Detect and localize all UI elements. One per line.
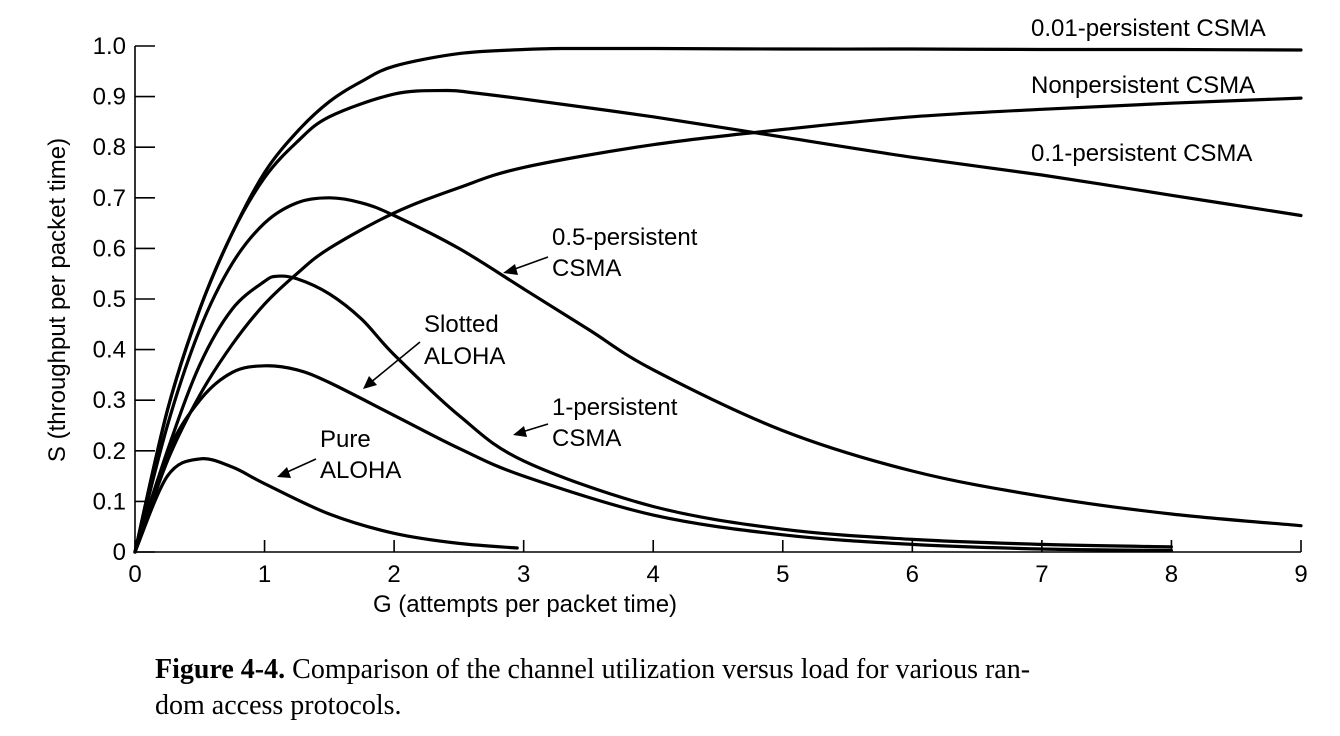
arrow-slotted-aloha [363, 341, 421, 389]
label-0.1-persistent-csma: 0.1-persistent CSMA [1031, 140, 1252, 167]
x-tick-label: 2 [387, 561, 400, 588]
figure-caption: Figure 4-4. Comparison of the channel ut… [155, 652, 1195, 724]
arrow-pure-aloha [277, 458, 317, 478]
x-tick-label: 8 [1165, 561, 1178, 588]
chart-curves [133, 46, 1303, 554]
label-pure-line2: ALOHA [320, 457, 401, 484]
label-1-persistent-line2: CSMA [552, 425, 621, 452]
y-tick-label: 0.2 [93, 438, 126, 465]
series-line-0.1-persistent-csma [133, 96, 1303, 554]
label-slotted-line1: Slotted [424, 311, 499, 338]
y-tick-label: 0.5 [93, 286, 126, 313]
x-tick-label: 5 [776, 561, 789, 588]
label-slotted-line2: ALOHA [424, 343, 505, 370]
series-line-nonpersistent-csma [133, 88, 1303, 554]
x-axis-title: G (attempts per packet time) [373, 591, 677, 618]
y-tick-label: 0.8 [93, 134, 126, 161]
label-1-persistent-line1: 1-persistent [552, 394, 678, 421]
caption-line1: Comparison of the channel utilization ve… [292, 654, 1031, 685]
series-line-0.01-persistent-csma [133, 46, 1303, 554]
x-tick-label: 3 [517, 561, 530, 588]
y-tick-label: 0.1 [93, 488, 126, 515]
arrow-1-persistent [513, 423, 549, 437]
y-tick-label: 0.6 [93, 235, 126, 262]
label-0.01-persistent-csma: 0.01-persistent CSMA [1031, 15, 1266, 42]
x-tick-label: 6 [906, 561, 919, 588]
chart-annotations: 0.01-persistent CSMA Nonpersistent CSMA … [277, 15, 1266, 484]
series-line-slotted-aloha [133, 364, 1173, 554]
y-tick-label: 0.7 [93, 185, 126, 212]
label-nonpersistent-csma: Nonpersistent CSMA [1031, 72, 1255, 99]
label-0.5-persistent-line1: 0.5-persistent [552, 224, 698, 251]
label-0.5-persistent-line2: CSMA [552, 255, 621, 282]
caption-label: Figure 4-4. [155, 654, 286, 685]
x-tick-label: 0 [128, 561, 141, 588]
y-tick-label: 0 [113, 539, 126, 566]
label-pure-line1: Pure [320, 426, 371, 453]
x-tick-label: 1 [258, 561, 271, 588]
y-axis-title: S (throughput per packet time) [44, 138, 71, 462]
y-tick-label: 1.0 [93, 33, 126, 60]
series-line-0.5-persistent-csma [133, 196, 1303, 554]
chart: 0 1 2 3 4 5 6 7 8 9 0 0.1 0.2 0.3 0.4 0.5 0.6 0.7 0.8 0.9 1.… [44, 15, 1308, 618]
y-tick-label: 0.4 [93, 337, 126, 364]
y-tick-label: 0.9 [93, 84, 126, 111]
x-tick-label: 9 [1294, 561, 1307, 588]
x-tick-label: 7 [1035, 561, 1048, 588]
x-tick-label: 4 [647, 561, 660, 588]
arrow-0.5-persistent [503, 256, 549, 275]
series-line-pure-aloha [133, 457, 519, 554]
chart-axes: 0 1 2 3 4 5 6 7 8 9 0 0.1 0.2 0.3 0.4 0.5 0.6 0.7 0.8 0.9 1.… [93, 33, 1308, 588]
y-tick-label: 0.3 [93, 387, 126, 414]
series-line-1-persistent-csma [133, 274, 1173, 554]
caption-line2: dom access protocols. [155, 690, 402, 721]
